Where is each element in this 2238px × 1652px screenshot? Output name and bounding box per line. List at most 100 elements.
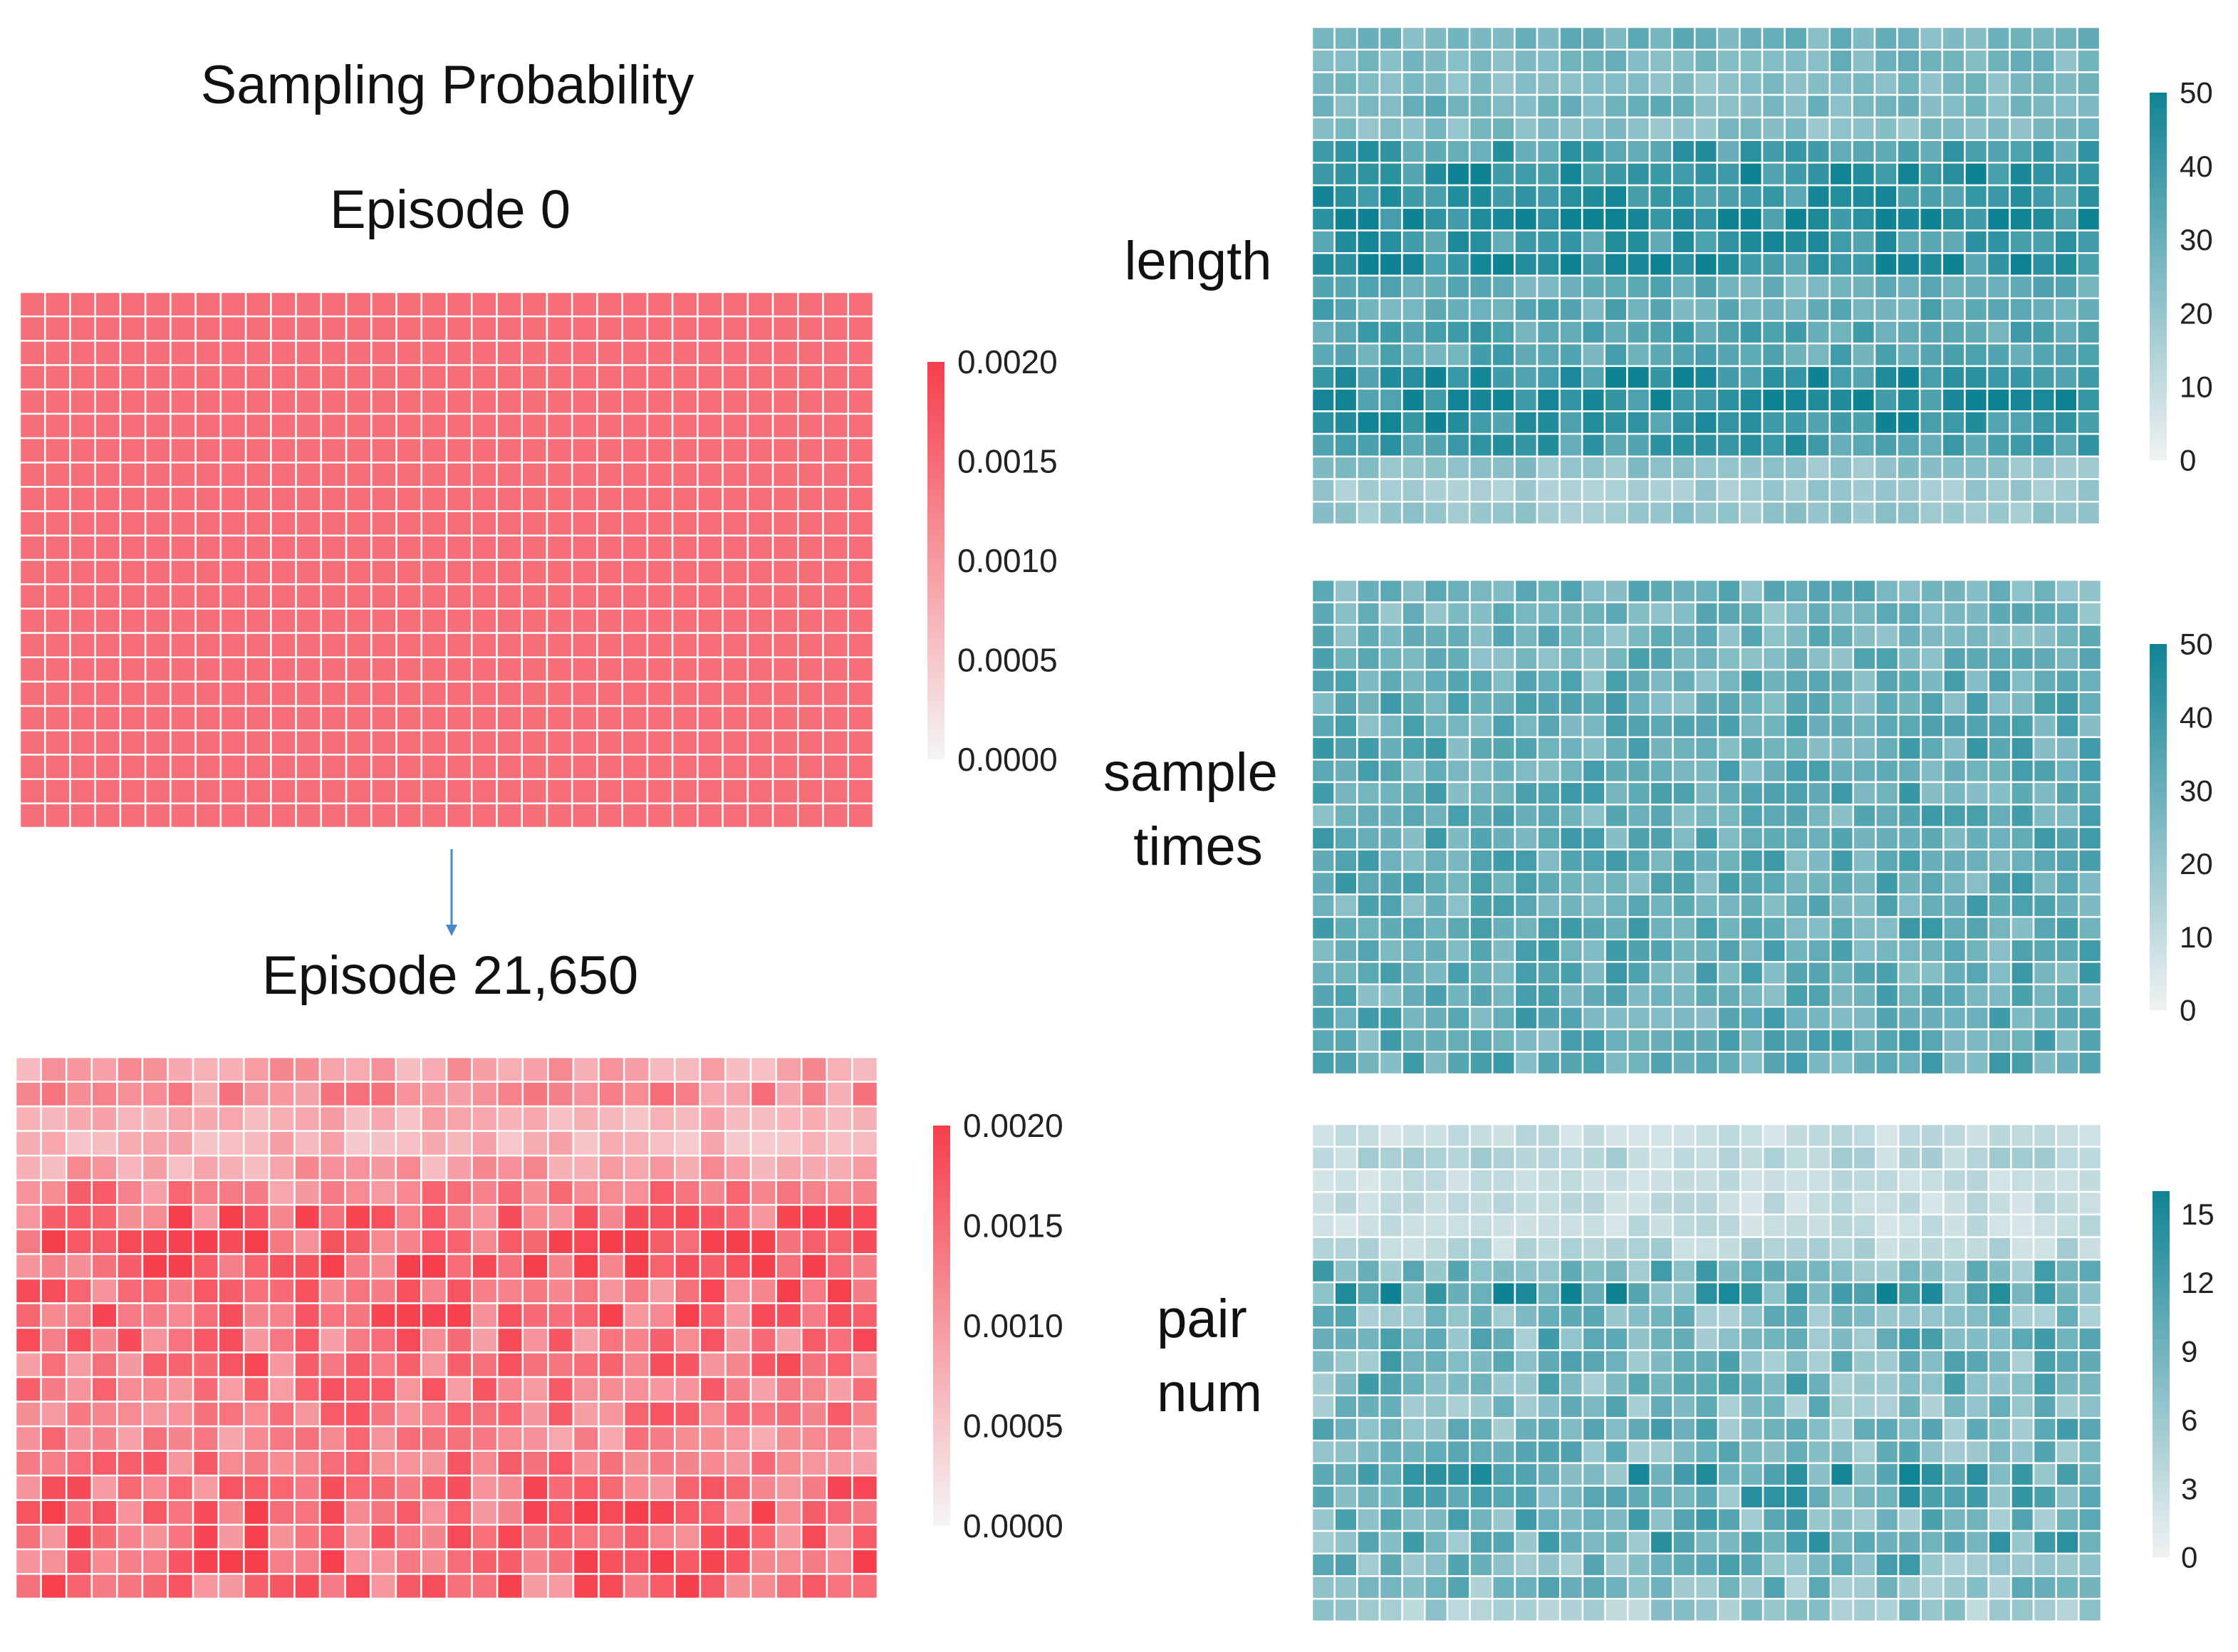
heatmap-cell xyxy=(674,1253,702,1280)
heatmap-cell xyxy=(1986,139,2011,164)
heatmap-cell xyxy=(1829,759,1855,784)
heatmap-cell xyxy=(546,412,573,440)
heatmap-cell xyxy=(771,486,799,512)
heatmap-cell xyxy=(648,1425,676,1452)
heatmap-cell xyxy=(244,559,272,586)
heatmap-cell xyxy=(1739,871,1764,895)
heatmap-cell xyxy=(699,1204,727,1231)
heatmap-cell xyxy=(521,1425,549,1452)
heatmap-cell xyxy=(344,1450,372,1477)
heatmap-cell xyxy=(2032,781,2057,806)
heatmap-cell xyxy=(749,1573,777,1600)
heatmap-cell xyxy=(1942,1598,1967,1623)
heatmap-cell xyxy=(1558,1236,1584,1261)
heatmap-cell xyxy=(1311,71,1336,96)
heatmap-cell xyxy=(1311,139,1336,164)
heatmap-cell xyxy=(1333,848,1358,873)
heatmap-cell xyxy=(1355,455,1381,480)
heatmap-cell xyxy=(1604,1190,1629,1216)
heatmap-cell xyxy=(1424,1236,1449,1261)
heatmap-cell xyxy=(2009,48,2034,73)
heatmap-cell xyxy=(470,315,498,342)
heatmap-cell xyxy=(749,1326,777,1354)
heatmap-cell xyxy=(1648,432,1673,458)
heatmap-cell xyxy=(1536,71,1561,96)
heatmap-cell xyxy=(1446,1259,1471,1284)
heatmap-cell xyxy=(1807,1349,1832,1374)
heatmap-cell xyxy=(1536,1417,1561,1442)
heatmap-cell xyxy=(646,291,674,318)
heatmap-cell xyxy=(1491,501,1516,526)
heatmap-cell xyxy=(1558,1529,1584,1555)
heatmap-cell xyxy=(1716,410,1741,435)
heatmap-cell xyxy=(445,1228,473,1255)
heatmap-cell xyxy=(749,1130,777,1157)
heatmap-cell xyxy=(572,1351,600,1378)
heatmap-cell xyxy=(671,729,699,756)
heatmap-cell xyxy=(14,1401,42,1428)
heatmap-cell xyxy=(1987,691,2012,716)
heatmap-cell xyxy=(1693,410,1719,435)
heatmap-cell xyxy=(1806,207,1831,232)
heatmap-cell xyxy=(596,462,623,488)
heatmap-cell xyxy=(2055,1349,2080,1374)
heatmap-cell xyxy=(1311,759,1336,784)
heatmap-cell xyxy=(598,1277,625,1304)
heatmap-cell xyxy=(547,1130,575,1157)
heatmap-cell xyxy=(270,608,297,634)
heatmap-cell xyxy=(1918,365,1944,390)
heatmap-cell xyxy=(2010,938,2035,963)
heatmap-cell xyxy=(596,778,623,805)
heatmap-cell xyxy=(1558,1371,1584,1396)
heatmap-cell xyxy=(521,437,548,464)
heatmap-cell xyxy=(445,486,473,512)
heatmap-cell xyxy=(170,802,197,829)
heatmap-cell xyxy=(1536,432,1561,458)
heatmap-cell xyxy=(847,754,875,780)
heatmap-cell xyxy=(1558,501,1583,526)
heatmap-cell xyxy=(1492,826,1516,851)
heatmap-cell xyxy=(1672,1190,1697,1216)
heatmap-cell xyxy=(219,315,247,342)
heatmap-cell xyxy=(243,1130,271,1157)
heatmap-cell xyxy=(1424,646,1449,671)
heatmap-cell xyxy=(1401,871,1426,895)
heatmap-cell xyxy=(546,559,573,586)
heatmap-cell xyxy=(217,1351,245,1378)
heatmap-cell xyxy=(1514,1529,1539,1555)
heatmap-cell xyxy=(1649,961,1674,986)
heatmap-cell xyxy=(822,340,850,366)
heatmap-cell xyxy=(1311,714,1336,739)
heatmap-cell xyxy=(90,1228,118,1255)
heatmap-cell xyxy=(1536,601,1561,626)
heatmap-cell xyxy=(1514,1507,1539,1532)
heatmap-cell xyxy=(1401,893,1426,918)
heatmap-cell xyxy=(2010,1462,2035,1487)
heatmap-cell xyxy=(1492,871,1516,895)
heatmap-cell xyxy=(646,534,674,561)
heatmap-cell xyxy=(1536,1575,1561,1600)
heatmap-cell xyxy=(192,1154,219,1181)
heatmap-cell xyxy=(1897,1598,1922,1623)
heatmap-cell xyxy=(571,608,598,634)
heatmap-cell xyxy=(144,802,172,829)
heatmap-cell xyxy=(1536,1507,1561,1532)
heatmap-cell xyxy=(1761,1485,1787,1510)
heatmap-cell xyxy=(1401,1259,1426,1284)
heatmap-cell xyxy=(318,1302,346,1329)
heatmap-cell xyxy=(1378,1190,1403,1216)
heatmap-cell xyxy=(797,462,824,488)
heatmap-cell xyxy=(2078,1304,2103,1329)
heatmap-cell xyxy=(2054,274,2078,299)
heatmap-cell xyxy=(1491,455,1516,480)
heatmap-cell xyxy=(2055,1529,2080,1555)
heatmap-cell xyxy=(2009,297,2034,322)
heatmap-cell xyxy=(521,1105,549,1132)
heatmap-cell xyxy=(1626,1168,1652,1193)
heatmap-cell xyxy=(1378,297,1403,322)
heatmap-cell xyxy=(395,1130,422,1157)
heatmap-cell xyxy=(1626,1236,1652,1261)
heatmap-cell xyxy=(1649,1190,1674,1216)
heatmap-cell xyxy=(19,656,46,683)
heatmap-cell xyxy=(1581,1168,1606,1193)
